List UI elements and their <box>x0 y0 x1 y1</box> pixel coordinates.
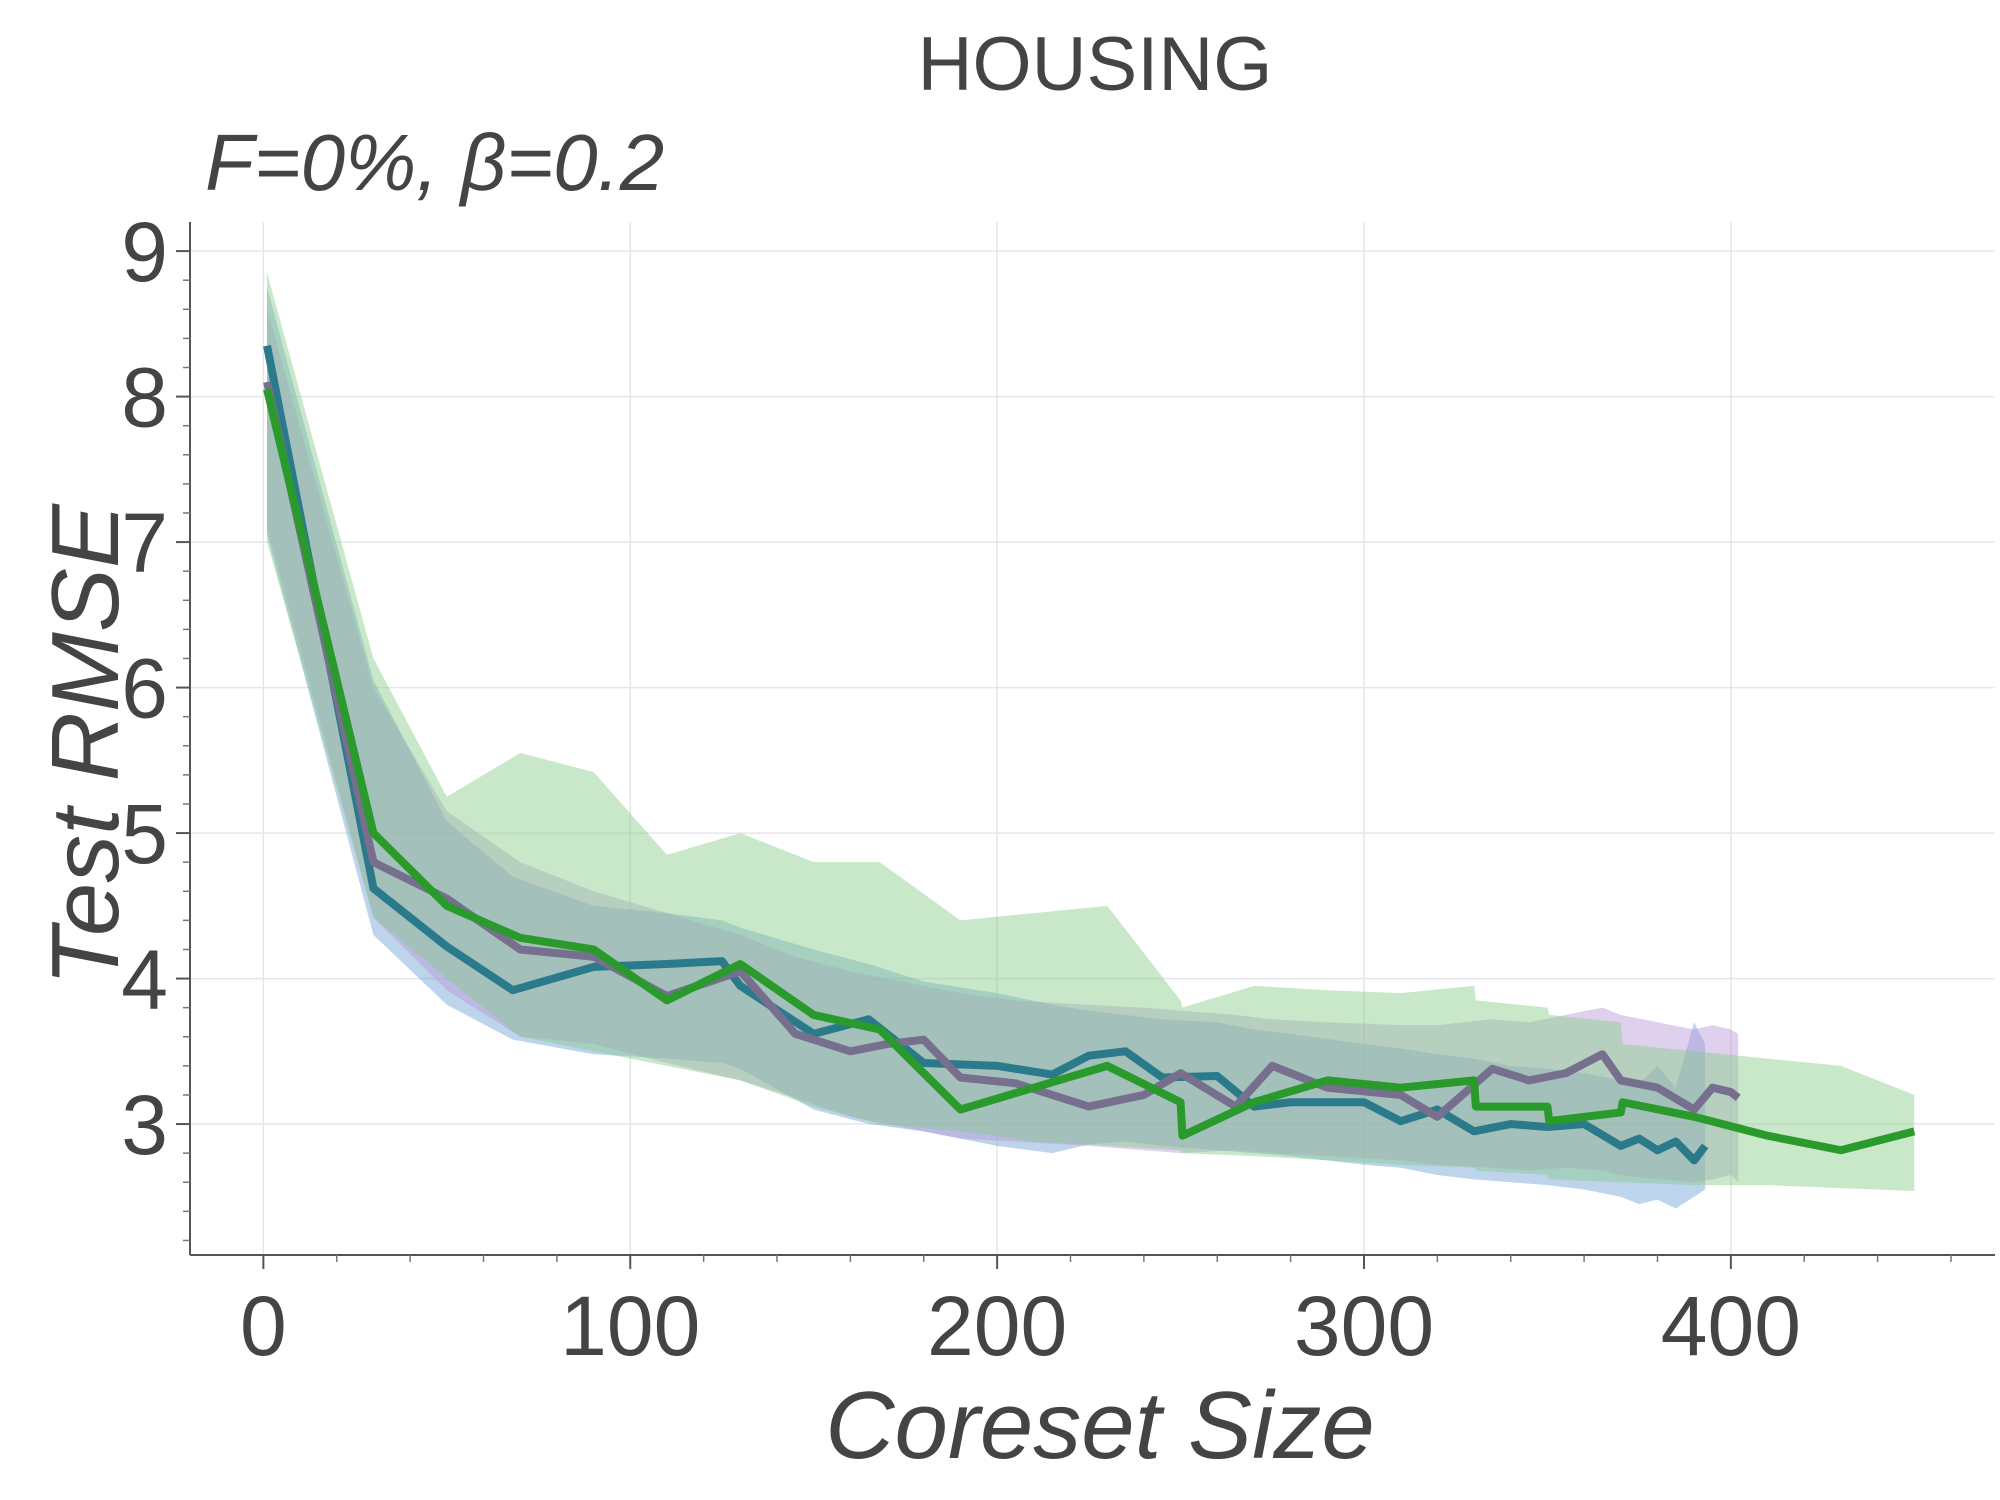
tick-labels: 0 100 200 300 400 3 4 5 6 7 8 9 <box>121 205 1801 1373</box>
series-lines <box>263 344 1916 1165</box>
y-tick-label: 5 <box>121 787 168 881</box>
chart-title: HOUSING <box>918 22 1273 107</box>
x-axis-label: Coreset Size <box>825 1372 1375 1479</box>
chart-subtitle: F=0%, β=0.2 <box>205 118 664 207</box>
y-tick-label: 3 <box>121 1078 168 1172</box>
x-tick-label: 100 <box>560 1279 700 1373</box>
y-tick-label: 8 <box>121 351 168 445</box>
y-tick-label: 7 <box>121 496 168 590</box>
y-axis-label: Test RMSE <box>32 503 139 986</box>
x-tick-label: 0 <box>240 1279 287 1373</box>
x-tick-label: 200 <box>927 1279 1067 1373</box>
axes <box>176 222 1995 1269</box>
series-line <box>263 388 1916 1155</box>
y-tick-label: 6 <box>121 642 168 736</box>
x-tick-label: 300 <box>1294 1279 1434 1373</box>
y-tick-label: 4 <box>121 933 168 1027</box>
x-tick-label: 400 <box>1661 1279 1801 1373</box>
y-tick-label: 9 <box>121 205 168 299</box>
